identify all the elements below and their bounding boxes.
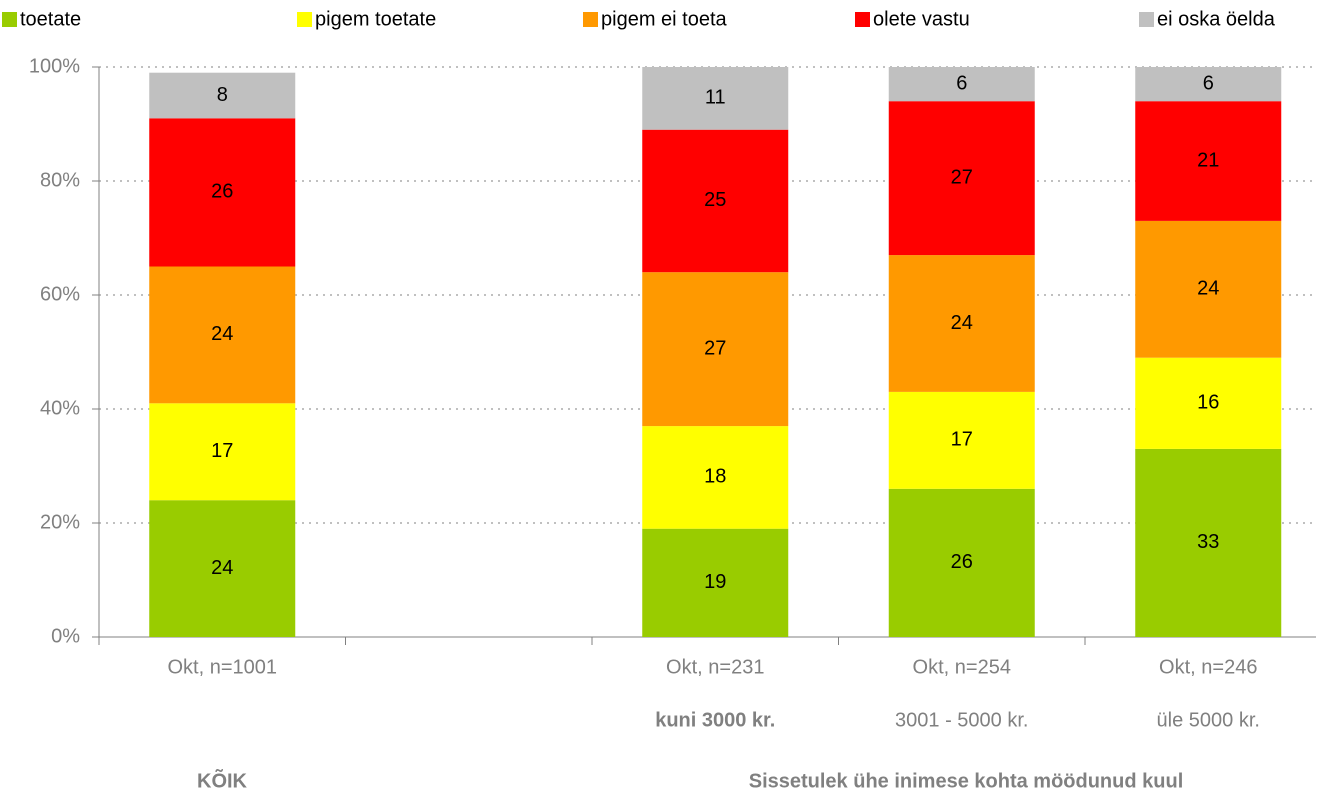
y-tick-label: 40% (40, 397, 80, 419)
bar-segment (888, 488, 1035, 637)
sublabel: 3001 - 5000 kr. (895, 709, 1028, 731)
bar-segment (1135, 67, 1282, 102)
group-label: Sissetulek ühe inimese kohta möödunud ku… (749, 770, 1184, 792)
y-tick-label: 100% (29, 55, 80, 77)
data-label: 18 (704, 466, 726, 488)
legend-label: toetate (20, 8, 81, 30)
data-label: 24 (211, 323, 233, 345)
legend-swatch (855, 12, 870, 27)
bar-segment (642, 272, 789, 427)
bar-segment (888, 255, 1035, 392)
legend-swatch (297, 12, 312, 27)
data-label: 11 (705, 87, 726, 109)
data-label: 26 (951, 551, 973, 573)
legend-label: olete vastu (873, 8, 970, 30)
bar-segment (642, 528, 789, 637)
legend-swatch (2, 12, 17, 27)
data-label: 8 (217, 84, 228, 106)
data-label: 6 (956, 72, 967, 94)
data-label: 17 (211, 440, 233, 462)
data-label: 24 (211, 557, 233, 579)
data-label: 21 (1197, 149, 1219, 171)
x-tick-label: Okt, n=231 (666, 656, 764, 678)
data-label: 27 (704, 337, 726, 359)
bar-segment (1135, 448, 1282, 637)
y-tick-label: 60% (40, 283, 80, 305)
bar-segment (149, 500, 296, 637)
y-tick-label: 20% (40, 511, 80, 533)
bar-segment (149, 118, 296, 267)
bar-segment (149, 72, 296, 119)
legend-label: pigem ei toeta (601, 8, 728, 30)
sublabel: üle 5000 kr. (1157, 709, 1260, 731)
data-label: 19 (704, 571, 726, 593)
bar-segment (149, 266, 296, 404)
data-label: 24 (1197, 278, 1219, 300)
x-tick-label: Okt, n=246 (1159, 656, 1257, 678)
bar-segment (1135, 101, 1282, 221)
y-tick-label: 80% (40, 169, 80, 191)
y-tick-label: 0% (51, 625, 80, 647)
data-label: 24 (951, 312, 973, 334)
data-label: 33 (1197, 531, 1219, 553)
bar-segment (1135, 357, 1282, 449)
bar-segment (642, 129, 789, 273)
data-label: 26 (211, 181, 233, 203)
data-label: 25 (704, 189, 726, 211)
bar-segment (149, 403, 296, 501)
x-tick-label: Okt, n=254 (913, 656, 1011, 678)
bar-segment (888, 101, 1035, 256)
bar-segment (642, 426, 789, 529)
legend-swatch (1139, 12, 1154, 27)
data-label: 17 (951, 429, 973, 451)
legend-label: ei oska öelda (1157, 8, 1276, 30)
bar-segment (642, 67, 789, 130)
bar-segment (888, 67, 1035, 102)
group-label: KÕIK (197, 768, 248, 792)
sublabel: kuni 3000 kr. (655, 709, 775, 731)
legend-swatch (583, 12, 598, 27)
bar-segment (888, 391, 1035, 489)
x-tick-label: Okt, n=1001 (167, 656, 277, 678)
bar-segment (1135, 220, 1282, 358)
data-label: 16 (1197, 392, 1219, 414)
data-label: 27 (951, 166, 973, 188)
data-label: 6 (1203, 72, 1214, 94)
legend-label: pigem toetate (315, 8, 436, 30)
